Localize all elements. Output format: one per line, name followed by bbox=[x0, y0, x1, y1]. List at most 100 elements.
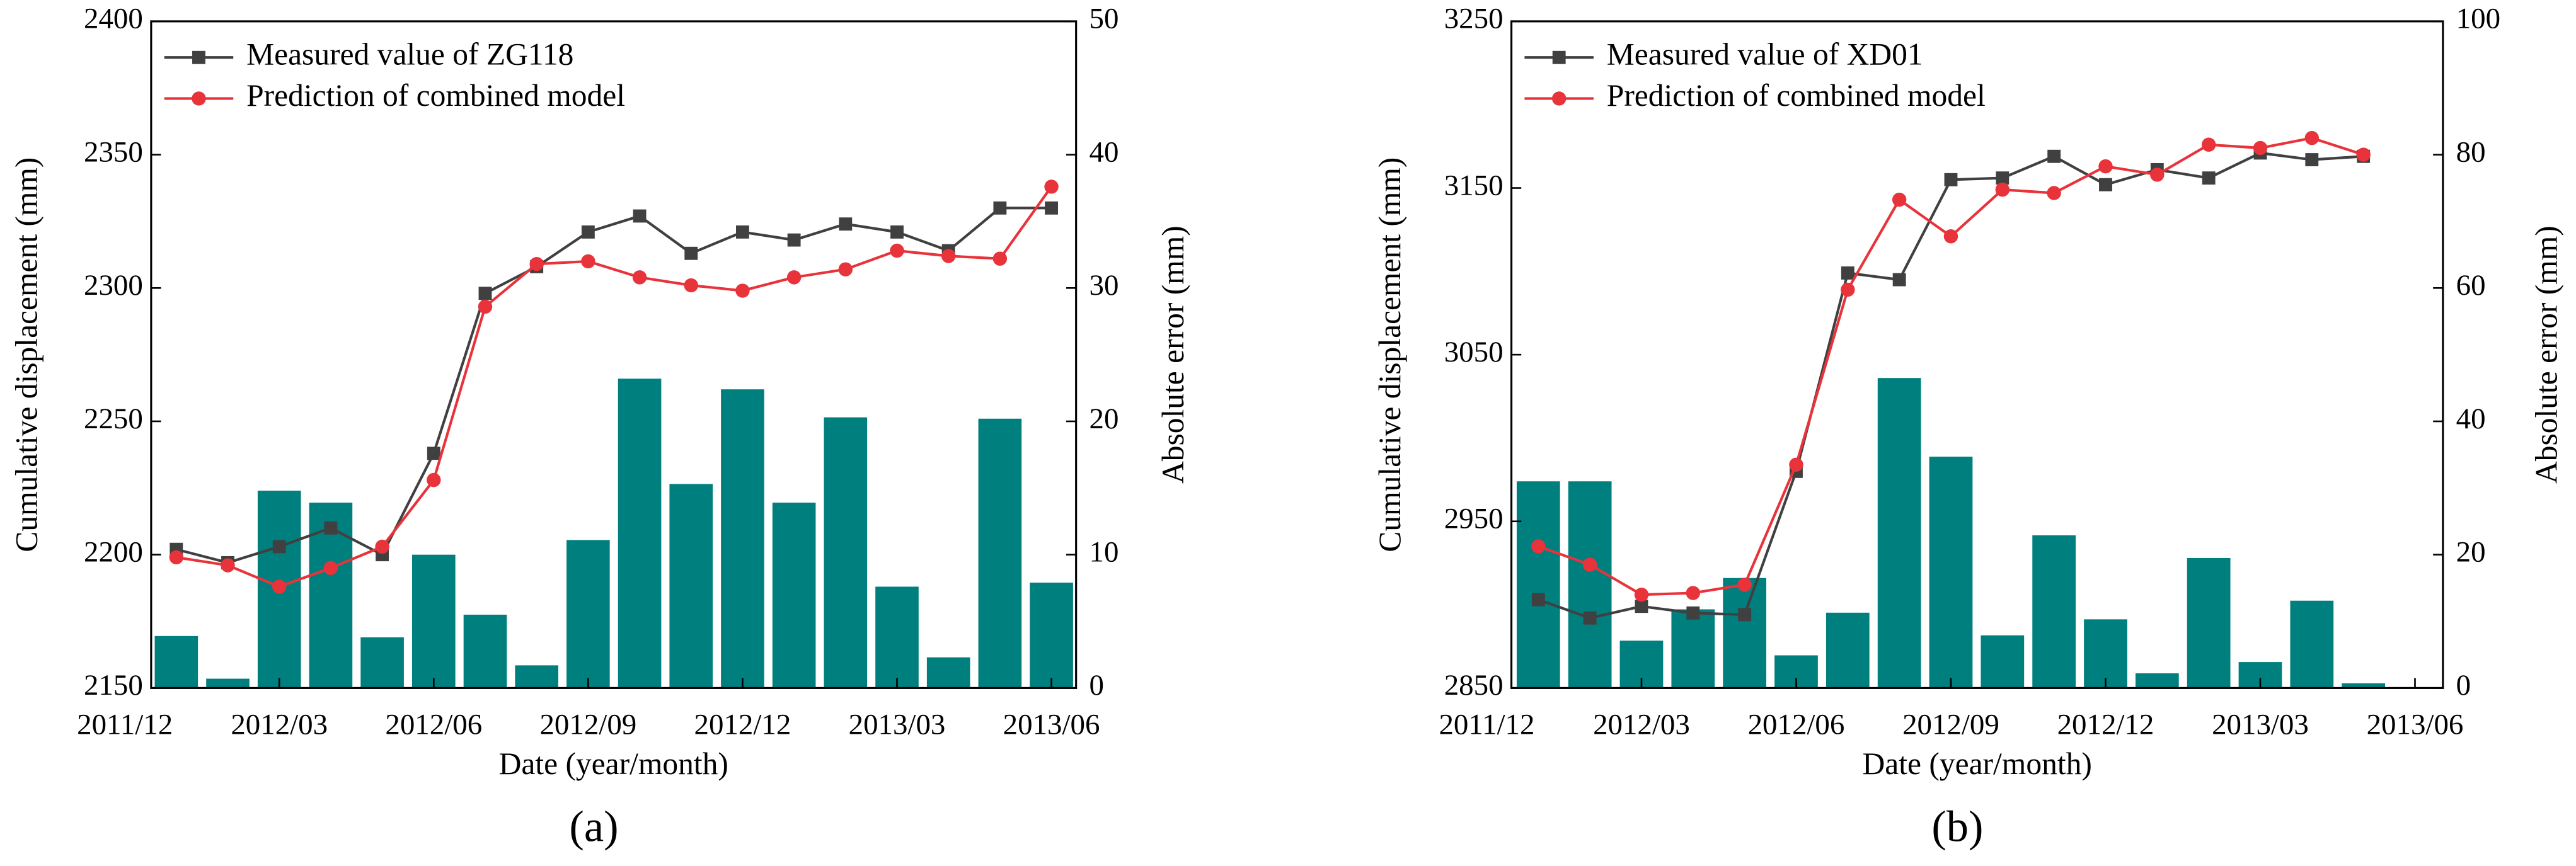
bar bbox=[1568, 481, 1612, 688]
marker bbox=[478, 299, 493, 314]
bar bbox=[1671, 609, 1715, 688]
marker bbox=[787, 233, 801, 247]
marker bbox=[1686, 586, 1701, 600]
y2-axis-title: Absolute error (mm) bbox=[2529, 225, 2564, 484]
marker bbox=[632, 270, 647, 285]
y2-tick-label: 60 bbox=[2456, 269, 2486, 302]
marker bbox=[529, 256, 544, 271]
bar bbox=[1981, 635, 2025, 688]
bar bbox=[618, 379, 662, 688]
legend-marker bbox=[192, 50, 205, 64]
bar bbox=[566, 540, 610, 688]
bar bbox=[463, 614, 507, 688]
marker bbox=[1634, 587, 1649, 602]
marker bbox=[1789, 457, 1803, 472]
bar bbox=[772, 503, 816, 688]
y2-tick-label: 0 bbox=[2456, 669, 2471, 702]
marker bbox=[1582, 557, 1597, 572]
marker bbox=[272, 540, 286, 554]
x-tick-label: 2012/06 bbox=[1748, 709, 1845, 741]
marker bbox=[736, 225, 749, 239]
x-tick-label: 2011/12 bbox=[77, 709, 173, 741]
marker bbox=[2047, 149, 2061, 163]
marker bbox=[1841, 282, 1855, 297]
legend-label: Measured value of XD01 bbox=[1607, 37, 1923, 72]
marker bbox=[2356, 147, 2371, 162]
marker bbox=[1996, 171, 2010, 185]
marker bbox=[1635, 600, 1648, 613]
y-tick-label: 3150 bbox=[1444, 169, 1504, 202]
marker bbox=[1943, 229, 1958, 244]
marker bbox=[478, 287, 492, 300]
y2-tick-label: 10 bbox=[1090, 535, 1119, 568]
marker bbox=[221, 558, 235, 573]
bar bbox=[2290, 600, 2334, 688]
bar bbox=[1929, 457, 1973, 688]
legend-label: Measured value of ZG118 bbox=[246, 37, 573, 72]
marker bbox=[1531, 539, 1546, 554]
y-tick-label: 2950 bbox=[1444, 503, 1504, 535]
marker bbox=[323, 561, 338, 576]
y-tick-label: 3250 bbox=[1444, 3, 1504, 35]
marker bbox=[1841, 266, 1854, 280]
bar bbox=[2135, 673, 2179, 688]
marker bbox=[1944, 173, 1958, 186]
legend-label: Prediction of combined model bbox=[1607, 78, 1986, 113]
y2-tick-label: 30 bbox=[1090, 269, 1119, 302]
marker bbox=[1995, 182, 2010, 197]
marker bbox=[2047, 186, 2061, 200]
marker bbox=[169, 550, 184, 565]
bar bbox=[1826, 612, 1870, 688]
marker bbox=[581, 254, 595, 269]
marker bbox=[2202, 171, 2216, 185]
marker bbox=[1892, 273, 1906, 287]
y-tick-label: 2400 bbox=[84, 3, 143, 35]
bar bbox=[1723, 578, 1767, 688]
y2-tick-label: 50 bbox=[1090, 3, 1119, 35]
panel-label: (b) bbox=[1931, 802, 1983, 851]
marker bbox=[941, 249, 956, 263]
x-tick-label: 2013/06 bbox=[1003, 709, 1100, 741]
bar bbox=[411, 554, 456, 688]
marker bbox=[1531, 593, 1545, 607]
marker bbox=[786, 270, 802, 285]
marker bbox=[1044, 179, 1059, 194]
marker bbox=[838, 262, 853, 276]
y-tick-label: 2850 bbox=[1444, 669, 1504, 702]
marker bbox=[272, 579, 287, 594]
x-tick-label: 2013/06 bbox=[2367, 709, 2464, 741]
y2-tick-label: 40 bbox=[2456, 402, 2486, 435]
marker bbox=[1583, 611, 1597, 625]
x-axis-title: Date (year/month) bbox=[499, 746, 728, 781]
x-tick-label: 2012/06 bbox=[385, 709, 482, 741]
bar bbox=[2032, 535, 2076, 688]
marker bbox=[633, 209, 647, 223]
marker bbox=[890, 243, 904, 258]
x-tick-label: 2011/12 bbox=[1439, 709, 1534, 741]
y2-tick-label: 100 bbox=[2456, 3, 2500, 35]
marker bbox=[2305, 153, 2319, 166]
bar bbox=[2187, 557, 2231, 688]
legend-marker bbox=[1551, 91, 1567, 106]
bar bbox=[2084, 619, 2127, 688]
bar bbox=[206, 678, 250, 688]
y-tick-label: 2200 bbox=[84, 535, 143, 568]
y-axis-title: Cumulative displacement (mm) bbox=[9, 157, 43, 552]
bar bbox=[154, 635, 198, 688]
marker bbox=[1045, 201, 1059, 215]
marker bbox=[375, 539, 389, 554]
x-tick-label: 2012/09 bbox=[1902, 709, 1999, 741]
marker bbox=[427, 472, 441, 487]
y-tick-label: 2350 bbox=[84, 135, 143, 168]
marker bbox=[2098, 159, 2113, 174]
y2-tick-label: 20 bbox=[1090, 402, 1119, 435]
legend-marker bbox=[192, 91, 206, 106]
legend-label: Prediction of combined model bbox=[246, 78, 625, 113]
bar bbox=[360, 637, 404, 688]
marker bbox=[735, 283, 750, 298]
x-tick-label: 2012/09 bbox=[539, 709, 636, 741]
y-axis-title: Cumulative displacement (mm) bbox=[1372, 157, 1407, 552]
y-tick-label: 2300 bbox=[84, 269, 143, 302]
x-tick-label: 2012/03 bbox=[231, 709, 328, 741]
